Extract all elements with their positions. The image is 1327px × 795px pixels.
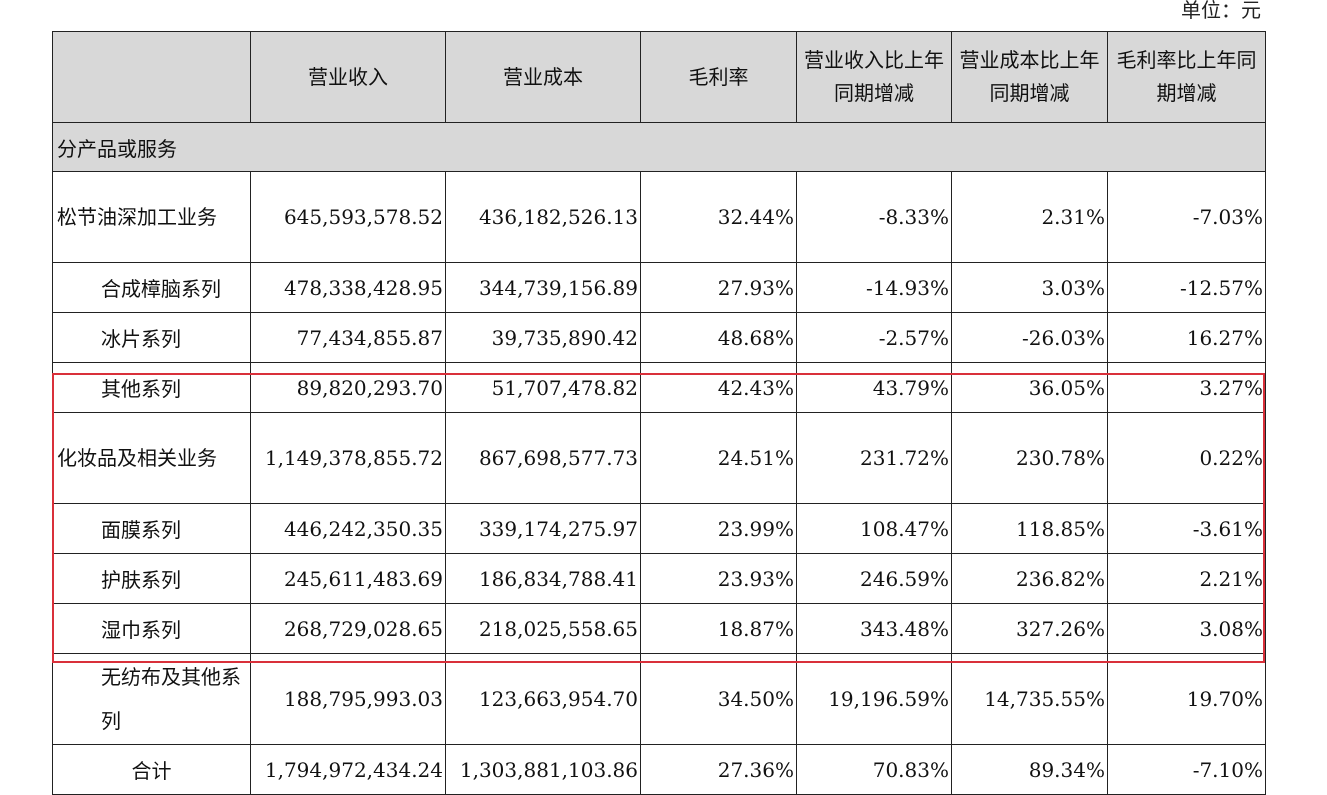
row-label: 合成樟脑系列 xyxy=(52,262,251,313)
table-cell: 19,196.59% xyxy=(796,653,952,745)
header-cost: 营业成本 xyxy=(445,31,641,123)
table-cell: -2.57% xyxy=(796,312,952,363)
table-cell: 89,820,293.70 xyxy=(250,362,446,413)
table-cell: 34.50% xyxy=(640,653,797,745)
table-row: 冰片系列 77,434,855.87 39,735,890.42 48.68% -2.5… xyxy=(52,312,1266,363)
table-cell: 245,611,483.69 xyxy=(250,553,446,604)
table-cell: 27.93% xyxy=(640,262,797,313)
header-cost-yoy: 营业成本比上年同期增减 xyxy=(951,31,1108,123)
table-cell: 2.21% xyxy=(1107,553,1266,604)
header-corner xyxy=(52,31,251,123)
table-cell: 230.78% xyxy=(951,412,1108,504)
table-cell: 118.85% xyxy=(951,503,1108,554)
total-row: 合计 1,794,972,434.24 1,303,881,103.86 27.36%… xyxy=(52,744,1266,795)
header-revenue-yoy: 营业收入比上年同期增减 xyxy=(796,31,952,123)
table-cell: -7.10% xyxy=(1107,744,1266,795)
table-cell: 3.08% xyxy=(1107,603,1266,654)
row-label: 化妆品及相关业务 xyxy=(52,412,251,504)
header-revenue: 营业收入 xyxy=(250,31,446,123)
table-cell: 1,303,881,103.86 xyxy=(445,744,641,795)
table-cell: 3.03% xyxy=(951,262,1108,313)
table-cell: 186,834,788.41 xyxy=(445,553,641,604)
table-cell: 43.79% xyxy=(796,362,952,413)
table-cell: 344,739,156.89 xyxy=(445,262,641,313)
table-cell: 48.68% xyxy=(640,312,797,363)
unit-label: 单位：元 xyxy=(1181,0,1261,22)
table-cell: 123,663,954.70 xyxy=(445,653,641,745)
table-cell: 436,182,526.13 xyxy=(445,171,641,263)
table-cell: 231.72% xyxy=(796,412,952,504)
table-cell: 343.48% xyxy=(796,603,952,654)
table-cell: 32.44% xyxy=(640,171,797,263)
section-label: 分产品或服务 xyxy=(52,122,1266,172)
table-cell: 2.31% xyxy=(951,171,1108,263)
table-cell: 218,025,558.65 xyxy=(445,603,641,654)
table-cell: 0.22% xyxy=(1107,412,1266,504)
table-cell: 18.87% xyxy=(640,603,797,654)
table-cell: 108.47% xyxy=(796,503,952,554)
table-cell: -14.93% xyxy=(796,262,952,313)
table-row: 湿巾系列 268,729,028.65 218,025,558.65 18.87% 34… xyxy=(52,603,1266,654)
table-cell: -7.03% xyxy=(1107,171,1266,263)
table-cell: 327.26% xyxy=(951,603,1108,654)
table-cell: 36.05% xyxy=(951,362,1108,413)
section-row: 分产品或服务 xyxy=(52,122,1266,172)
row-label: 湿巾系列 xyxy=(52,603,251,654)
row-label: 松节油深加工业务 xyxy=(52,171,251,263)
row-label: 无纺布及其他系列 xyxy=(52,653,251,745)
table-cell: 51,707,478.82 xyxy=(445,362,641,413)
row-label: 冰片系列 xyxy=(52,312,251,363)
table-cell: 19.70% xyxy=(1107,653,1266,745)
table-cell: -26.03% xyxy=(951,312,1108,363)
table-cell: -8.33% xyxy=(796,171,952,263)
table-cell: 16.27% xyxy=(1107,312,1266,363)
header-margin-yoy: 毛利率比上年同期增减 xyxy=(1107,31,1266,123)
table-cell: 339,174,275.97 xyxy=(445,503,641,554)
header-row: 营业收入 营业成本 毛利率 营业收入比上年同期增减 营业成本比上年同期增减 毛利… xyxy=(52,31,1266,123)
table-row: 松节油深加工业务 645,593,578.52 436,182,526.13 32.4… xyxy=(52,171,1266,263)
table-cell: 27.36% xyxy=(640,744,797,795)
row-label: 护肤系列 xyxy=(52,553,251,604)
table-cell: 23.93% xyxy=(640,553,797,604)
table-cell: -3.61% xyxy=(1107,503,1266,554)
table-cell: 70.83% xyxy=(796,744,952,795)
table-row: 无纺布及其他系列 188,795,993.03 123,663,954.70 34.5… xyxy=(52,653,1266,745)
table-cell: 645,593,578.52 xyxy=(250,171,446,263)
header-gross-margin: 毛利率 xyxy=(640,31,797,123)
table-cell: 1,149,378,855.72 xyxy=(250,412,446,504)
table-cell: 89.34% xyxy=(951,744,1108,795)
table-cell: 1,794,972,434.24 xyxy=(250,744,446,795)
table-cell: 42.43% xyxy=(640,362,797,413)
table-cell: 23.99% xyxy=(640,503,797,554)
table-row: 护肤系列 245,611,483.69 186,834,788.41 23.93% 24… xyxy=(52,553,1266,604)
row-label: 面膜系列 xyxy=(52,503,251,554)
table-cell: 14,735.55% xyxy=(951,653,1108,745)
table-row: 合成樟脑系列 478,338,428.95 344,739,156.89 27.93%… xyxy=(52,262,1266,313)
table-cell: 3.27% xyxy=(1107,362,1266,413)
table-cell: 268,729,028.65 xyxy=(250,603,446,654)
table-row: 化妆品及相关业务 1,149,378,855.72 867,698,577.73 24… xyxy=(52,412,1266,504)
table-cell: 446,242,350.35 xyxy=(250,503,446,554)
table-row: 其他系列 89,820,293.70 51,707,478.82 42.43% 43.7… xyxy=(52,362,1266,413)
table-cell: 77,434,855.87 xyxy=(250,312,446,363)
table-cell: 188,795,993.03 xyxy=(250,653,446,745)
table-cell: 478,338,428.95 xyxy=(250,262,446,313)
table-cell: 246.59% xyxy=(796,553,952,604)
table-cell: 867,698,577.73 xyxy=(445,412,641,504)
table-row: 面膜系列 446,242,350.35 339,174,275.97 23.99% 10… xyxy=(52,503,1266,554)
revenue-table: 营业收入 营业成本 毛利率 营业收入比上年同期增减 营业成本比上年同期增减 毛利… xyxy=(52,31,1266,795)
table-cell: 39,735,890.42 xyxy=(445,312,641,363)
total-label: 合计 xyxy=(52,744,251,795)
table-cell: 236.82% xyxy=(951,553,1108,604)
table-cell: -12.57% xyxy=(1107,262,1266,313)
table-cell: 24.51% xyxy=(640,412,797,504)
row-label: 其他系列 xyxy=(52,362,251,413)
